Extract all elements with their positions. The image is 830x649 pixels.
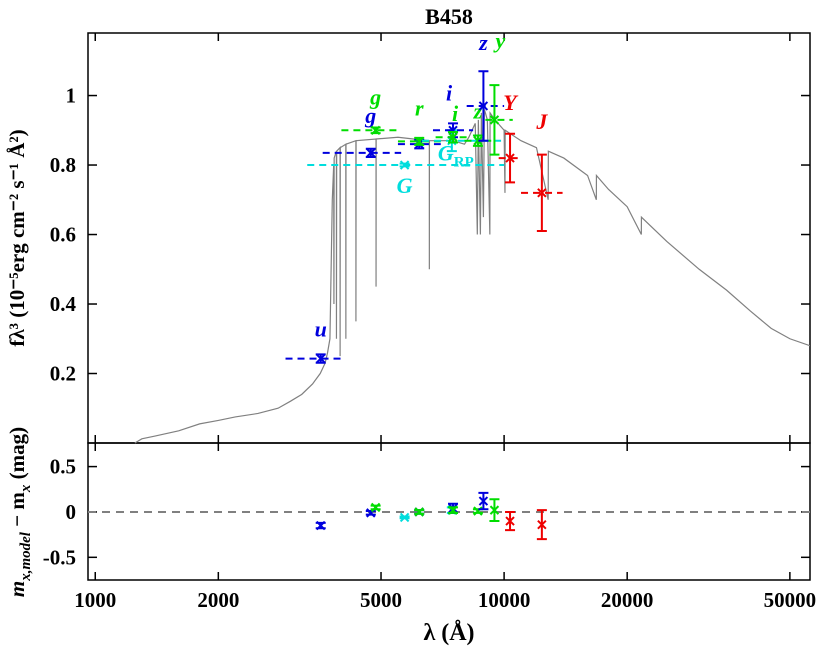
point-label: u <box>315 317 327 342</box>
label-text: y <box>493 28 506 53</box>
label-part: (mag) <box>5 427 29 485</box>
label-text: g <box>364 103 376 128</box>
x-axis-label: λ (Å) <box>423 620 474 646</box>
point-label: i <box>446 80 453 105</box>
label-text: G <box>397 173 413 198</box>
point-label: Y <box>503 90 519 115</box>
y2-tick-label: -0.5 <box>43 545 76 569</box>
x-tick-label: 2000 <box>197 588 239 612</box>
y2-axis-label: mx,model − mx (mag) <box>5 427 34 597</box>
x-tick-label: 20000 <box>601 588 654 612</box>
label-text: z <box>478 30 488 55</box>
point-label: y <box>493 28 506 53</box>
label-text: u <box>315 317 327 342</box>
point <box>316 353 326 364</box>
point <box>316 520 326 531</box>
spectrum-line <box>134 109 810 444</box>
label-part: m <box>5 581 29 597</box>
point-label: z <box>478 30 488 55</box>
label-text: z <box>473 99 483 124</box>
label-text: i <box>446 80 453 105</box>
chart-title: B458 <box>425 4 473 29</box>
point <box>473 136 483 146</box>
point <box>414 507 424 517</box>
point-label: i <box>452 101 459 126</box>
y2-tick-label: 0.5 <box>50 455 76 479</box>
point <box>537 188 547 198</box>
y2-tick-label: 0 <box>66 500 77 524</box>
point-label: GRP <box>438 141 474 171</box>
point <box>478 496 489 506</box>
x-tick-label: 5000 <box>360 588 402 612</box>
label-text: J <box>535 109 548 134</box>
label-text: G <box>438 141 454 166</box>
x-tick-label: 50000 <box>764 588 817 612</box>
point-label: g <box>364 103 376 128</box>
x-tick-label: 1000 <box>74 588 116 612</box>
x-tick-label: 10000 <box>478 588 531 612</box>
label-part: x,model <box>18 531 34 582</box>
label-text: i <box>452 101 459 126</box>
label-text: g <box>369 84 381 109</box>
point <box>399 160 410 170</box>
point-label: G <box>397 173 413 198</box>
point <box>448 132 458 142</box>
point-label: r <box>415 95 424 120</box>
point <box>370 125 381 135</box>
point <box>505 516 515 526</box>
point <box>505 153 515 163</box>
y-tick-label: 0.4 <box>50 292 77 316</box>
point <box>478 101 489 111</box>
point <box>370 502 381 513</box>
point-label: g <box>369 84 381 109</box>
y-tick-label: 0.2 <box>50 362 76 386</box>
y-axis-label: fλ³ (10⁻⁵erg cm⁻² s⁻¹ Å²) <box>5 129 29 346</box>
point <box>366 148 376 158</box>
y-tick-label: 0.6 <box>50 223 76 247</box>
label-part: − m <box>5 492 29 532</box>
point <box>414 136 424 147</box>
label-part: x <box>18 484 34 493</box>
label-subscript: RP <box>454 155 474 171</box>
label-text: Y <box>503 90 519 115</box>
point <box>537 519 547 530</box>
point <box>489 505 500 515</box>
point <box>399 512 410 523</box>
y-tick-label: 1 <box>66 84 77 108</box>
label-text: r <box>415 95 424 120</box>
point <box>489 115 500 125</box>
y-tick-label: 0.8 <box>50 153 76 177</box>
point-label: z <box>473 99 483 124</box>
point <box>448 505 458 515</box>
point-label: J <box>535 109 548 134</box>
